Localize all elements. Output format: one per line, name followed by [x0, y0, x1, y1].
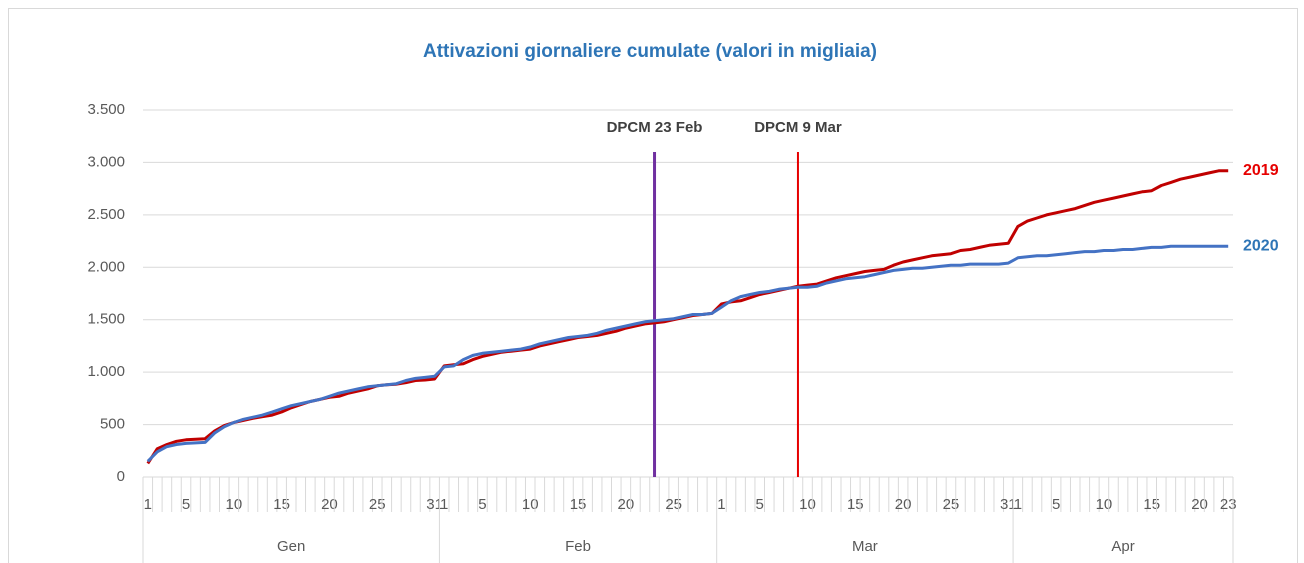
series-label: 2019 — [1243, 162, 1279, 179]
month-label: Apr — [1111, 538, 1134, 555]
chart-frame — [8, 8, 1298, 563]
x-tick-label: 5 — [1052, 496, 1060, 513]
x-tick-label: 20 — [895, 496, 912, 513]
x-tick-label: 25 — [665, 496, 682, 513]
month-label: Gen — [277, 538, 305, 555]
x-tick-label: 5 — [478, 496, 486, 513]
y-tick-label: 3.500 — [87, 101, 125, 118]
y-tick-label: 2.500 — [87, 206, 125, 223]
x-tick-label: 20 — [1191, 496, 1208, 513]
x-tick-label: 10 — [799, 496, 816, 513]
x-tick-label: 15 — [1143, 496, 1160, 513]
x-tick-label: 1 — [440, 496, 448, 513]
chart-title: Attivazioni giornaliere cumulate (valori… — [423, 41, 877, 62]
x-tick-label: 15 — [847, 496, 864, 513]
x-tick-label: 20 — [618, 496, 635, 513]
x-tick-label: 25 — [943, 496, 960, 513]
x-tick-label: 20 — [321, 496, 338, 513]
month-label: Mar — [852, 538, 878, 555]
x-tick-label: 15 — [570, 496, 587, 513]
x-tick-label: 5 — [756, 496, 764, 513]
month-label: Feb — [565, 538, 591, 555]
x-tick-label: 31 — [1000, 496, 1017, 513]
x-tick-label: 1 — [1014, 496, 1022, 513]
x-tick-label: 23 — [1220, 496, 1237, 513]
y-tick-label: 1.500 — [87, 311, 125, 328]
x-tick-label: 15 — [273, 496, 290, 513]
x-tick-label: 10 — [522, 496, 539, 513]
annotation-label: DPCM 9 Mar — [754, 119, 842, 136]
x-tick-label: 10 — [1096, 496, 1113, 513]
y-tick-label: 500 — [100, 416, 125, 433]
y-tick-label: 0 — [117, 468, 125, 485]
annotation-label: DPCM 23 Feb — [607, 119, 703, 136]
y-tick-label: 3.000 — [87, 153, 125, 170]
series-line — [146, 244, 1229, 463]
x-tick-label: 5 — [182, 496, 190, 513]
series-label: 2020 — [1243, 238, 1279, 255]
x-tick-label: 25 — [369, 496, 386, 513]
x-tick-label: 10 — [225, 496, 242, 513]
x-tick-label: 1 — [717, 496, 725, 513]
y-tick-label: 2.000 — [87, 258, 125, 275]
y-tick-label: 1.000 — [87, 363, 125, 380]
x-tick-label: 31 — [426, 496, 443, 513]
x-tick-label: 1 — [144, 496, 152, 513]
